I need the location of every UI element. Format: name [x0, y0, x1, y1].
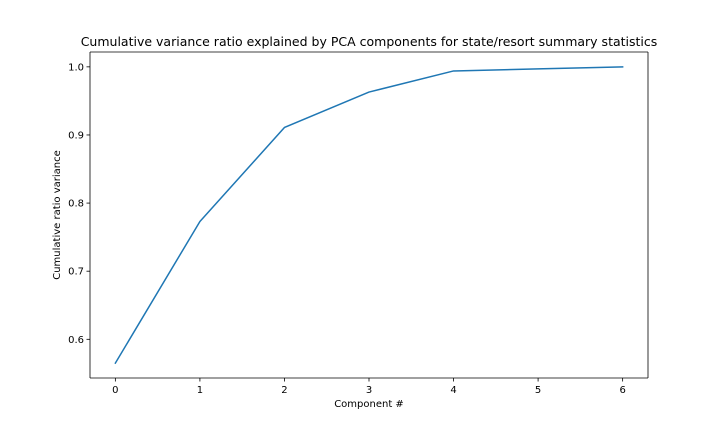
data-point: [367, 90, 371, 94]
y-axis-ticks: 0.6 0.7 0.8 0.9 1.0: [68, 62, 90, 346]
x-tick-label: 3: [366, 385, 372, 396]
data-point: [536, 67, 540, 71]
y-tick-label: 0.9: [68, 130, 84, 141]
data-point: [198, 219, 202, 223]
chart-title: Cumulative variance ratio explained by P…: [81, 34, 658, 49]
y-tick-label: 1.0: [68, 62, 84, 73]
y-tick-label: 0.6: [68, 335, 84, 346]
y-axis-label: Cumulative ratio variance: [52, 150, 63, 280]
plot-area: 0 1 2 3 4 5 6 0.6 0.7 0.8 0.9 1.0: [68, 51, 649, 396]
series-layer: [113, 65, 625, 365]
series-line: [114, 66, 624, 365]
data-point: [452, 69, 456, 73]
x-tick-label: 5: [535, 385, 541, 396]
data-point: [282, 125, 286, 129]
y-tick-label: 0.7: [68, 267, 84, 278]
x-tick-label: 2: [281, 385, 287, 396]
x-tick-label: 6: [619, 385, 625, 396]
x-axis-label: Component #: [334, 399, 404, 410]
y-tick-label: 0.8: [68, 199, 84, 210]
x-axis-ticks: 0 1 2 3 4 5 6: [112, 378, 626, 396]
x-tick-label: 0: [112, 385, 118, 396]
data-point: [113, 361, 117, 365]
data-point: [621, 65, 625, 69]
x-tick-label: 1: [197, 385, 203, 396]
x-tick-label: 4: [450, 385, 456, 396]
